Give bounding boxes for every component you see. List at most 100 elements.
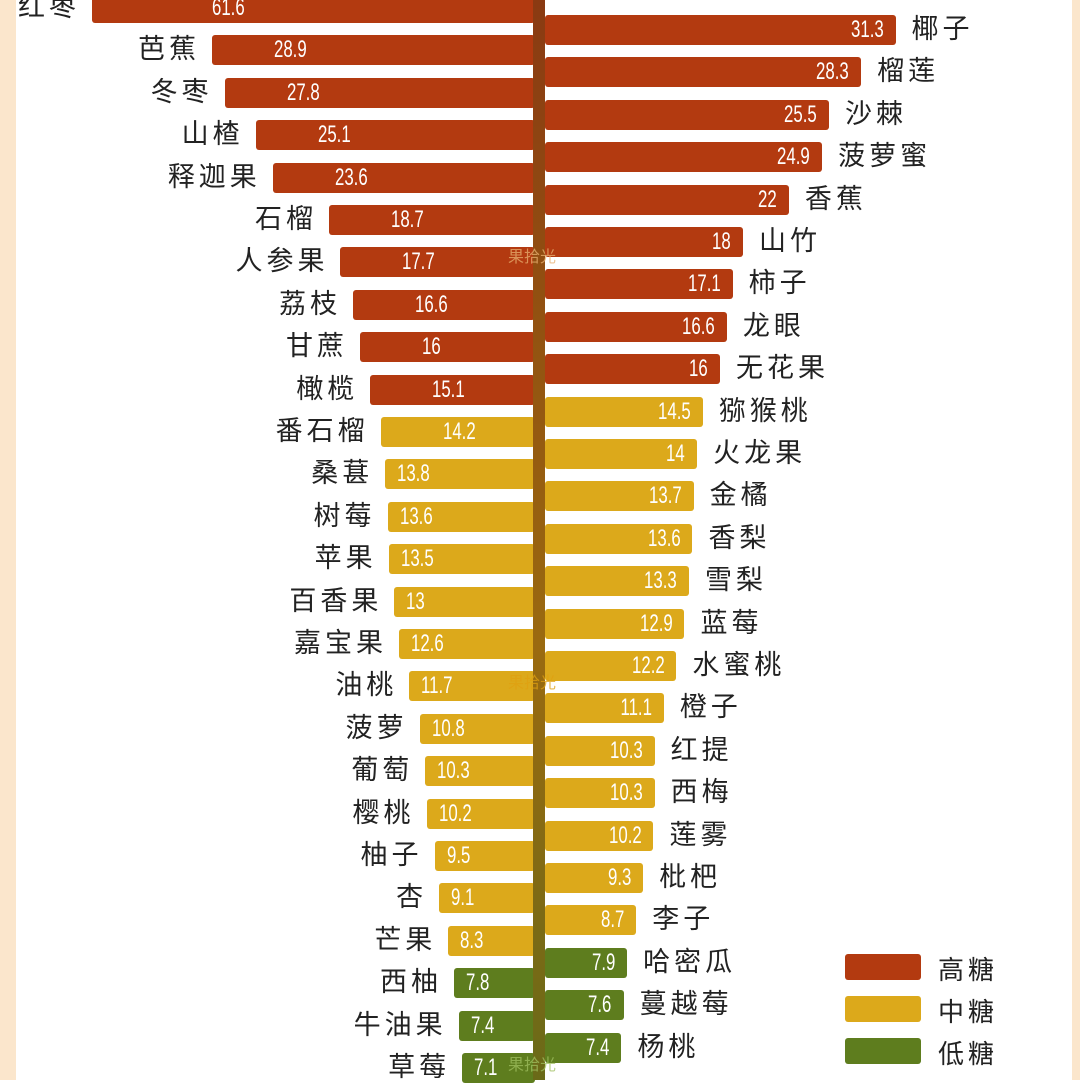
category-label: 猕猴桃 [718,395,812,427]
category-label: 蓝莓 [700,607,763,639]
bar-right: 7.4 [545,1032,622,1063]
bar-right: 24.9 [545,142,823,173]
legend-label: 低糖 [938,1040,999,1070]
category-label: 莲雾 [669,819,732,851]
bar-right: 31.3 [545,15,896,45]
category-label: 芭蕉 [138,34,201,66]
center-axis [533,0,545,1080]
legend-swatch-mid [845,996,921,1022]
category-label: 番石榴 [275,416,369,447]
bar-right: 13.6 [545,523,693,554]
bar-right: 10.2 [545,820,654,851]
bar-left: 13.6 [387,501,535,532]
category-label: 香蕉 [804,183,867,215]
category-label: 榴莲 [877,56,940,88]
data-label: 27.8 [286,78,320,106]
bar-right: 10.3 [545,778,655,809]
data-label: 23.6 [334,163,368,191]
data-label: 25.1 [317,121,351,149]
data-label: 11.1 [620,694,652,722]
right-border [1072,0,1080,1080]
data-label: 28.9 [274,36,307,64]
data-label: 9.5 [446,842,470,869]
data-label: 13.8 [397,460,430,488]
category-label: 石榴 [255,204,318,235]
data-label: 17.7 [402,248,436,276]
category-label: 树莓 [313,500,376,532]
category-label: 火龙果 [713,438,807,469]
legend-swatch-high [845,954,921,980]
bar-left: 14.2 [380,417,535,447]
data-label: 13.6 [647,524,681,552]
data-label: 16.6 [415,290,448,318]
bar-left: 13.5 [388,544,535,575]
data-label: 10.2 [608,821,642,849]
category-label: 雪梨 [705,565,768,597]
bar-right: 12.2 [545,651,677,681]
bar-left: 13 [394,586,535,617]
category-label: 橄榄 [296,373,359,405]
category-label: 芒果 [374,924,437,956]
data-label: 7.9 [591,948,616,976]
bar-right: 18 [545,227,743,257]
data-label: 9.1 [451,884,475,912]
category-label: 嘉宝果 [293,628,387,659]
category-label: 哈密瓜 [643,946,737,978]
data-label: 12.9 [639,609,673,637]
bar-left: 18.7 [329,205,535,235]
category-label: 龙眼 [742,310,805,342]
data-label: 10.8 [431,714,465,742]
bar-right: 16 [545,354,721,385]
data-label: 7.6 [588,991,612,1019]
category-label: 椰子 [911,14,974,45]
category-label: 柿子 [748,268,811,300]
category-label: 草莓 [388,1052,451,1083]
bar-left: 23.6 [272,162,535,193]
category-label: 西柚 [380,967,443,999]
bar-left: 10.3 [425,756,535,787]
data-label: 12.6 [410,630,444,657]
category-label: 苹果 [314,543,377,575]
bar-left: 17.7 [340,247,535,278]
bar-right: 28.3 [545,57,862,88]
category-label: 李子 [652,904,715,936]
data-label: 11.7 [421,672,453,700]
data-label: 16 [689,355,709,383]
data-label: 7.4 [470,1011,494,1039]
category-label: 牛油果 [353,1009,447,1041]
category-label: 樱桃 [352,797,415,829]
data-label: 24.9 [777,143,811,171]
bar-left: 12.6 [398,629,535,659]
bar-left: 7.1 [462,1053,535,1083]
bar-left: 16.6 [353,289,535,320]
data-label: 16.6 [682,312,715,340]
category-label: 桑葚 [311,458,374,490]
category-label: 杨桃 [637,1031,700,1063]
category-label: 山竹 [758,226,821,257]
category-label: 冬枣 [150,76,213,108]
bar-left: 7.8 [454,968,535,999]
bar-right: 8.7 [545,905,637,936]
bar-left: 8.3 [448,925,535,956]
bar-left: 16 [359,332,535,363]
category-label: 红枣 [18,0,80,23]
bar-right: 9.3 [545,863,644,893]
category-label: 西梅 [670,777,733,809]
bar-left: 9.5 [434,841,535,871]
data-label: 12.2 [631,652,665,679]
bar-left: 11.7 [409,671,535,702]
category-label: 菠萝蜜 [838,141,932,173]
bar-left: 7.4 [458,1010,535,1041]
bar-right: 14 [545,439,698,469]
category-label: 甘蔗 [285,331,348,363]
category-label: 油桃 [335,670,398,702]
bar-right: 10.3 [545,735,655,766]
bar-right: 22 [545,184,789,215]
watermark: 果拾光 [508,1055,557,1074]
category-label: 金橘 [709,480,772,512]
category-label: 水蜜桃 [692,650,786,681]
data-label: 14 [666,440,686,467]
category-label: 红提 [670,734,733,766]
category-label: 杏 [396,882,428,914]
category-label: 释迦果 [167,161,261,193]
